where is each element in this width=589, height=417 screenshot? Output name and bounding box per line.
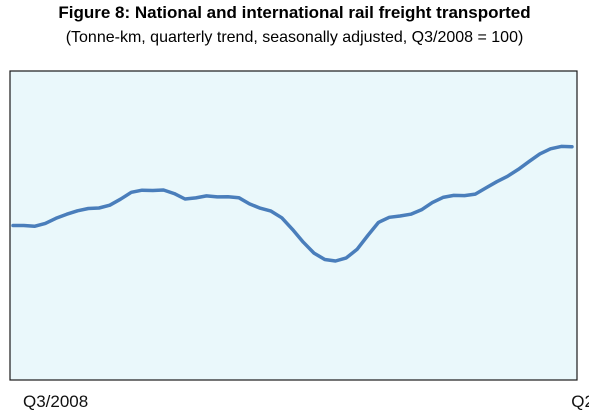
plot-area bbox=[9, 70, 578, 381]
series-line bbox=[11, 144, 574, 263]
chart-subtitle: (Tonne-km, quarterly trend, seasonally a… bbox=[65, 29, 524, 46]
x-tick-label: Q2/2021 bbox=[571, 392, 589, 411]
x-tick-label: Q3/2008 bbox=[23, 392, 88, 411]
chart-title: Figure 8: National and international rai… bbox=[58, 3, 531, 22]
